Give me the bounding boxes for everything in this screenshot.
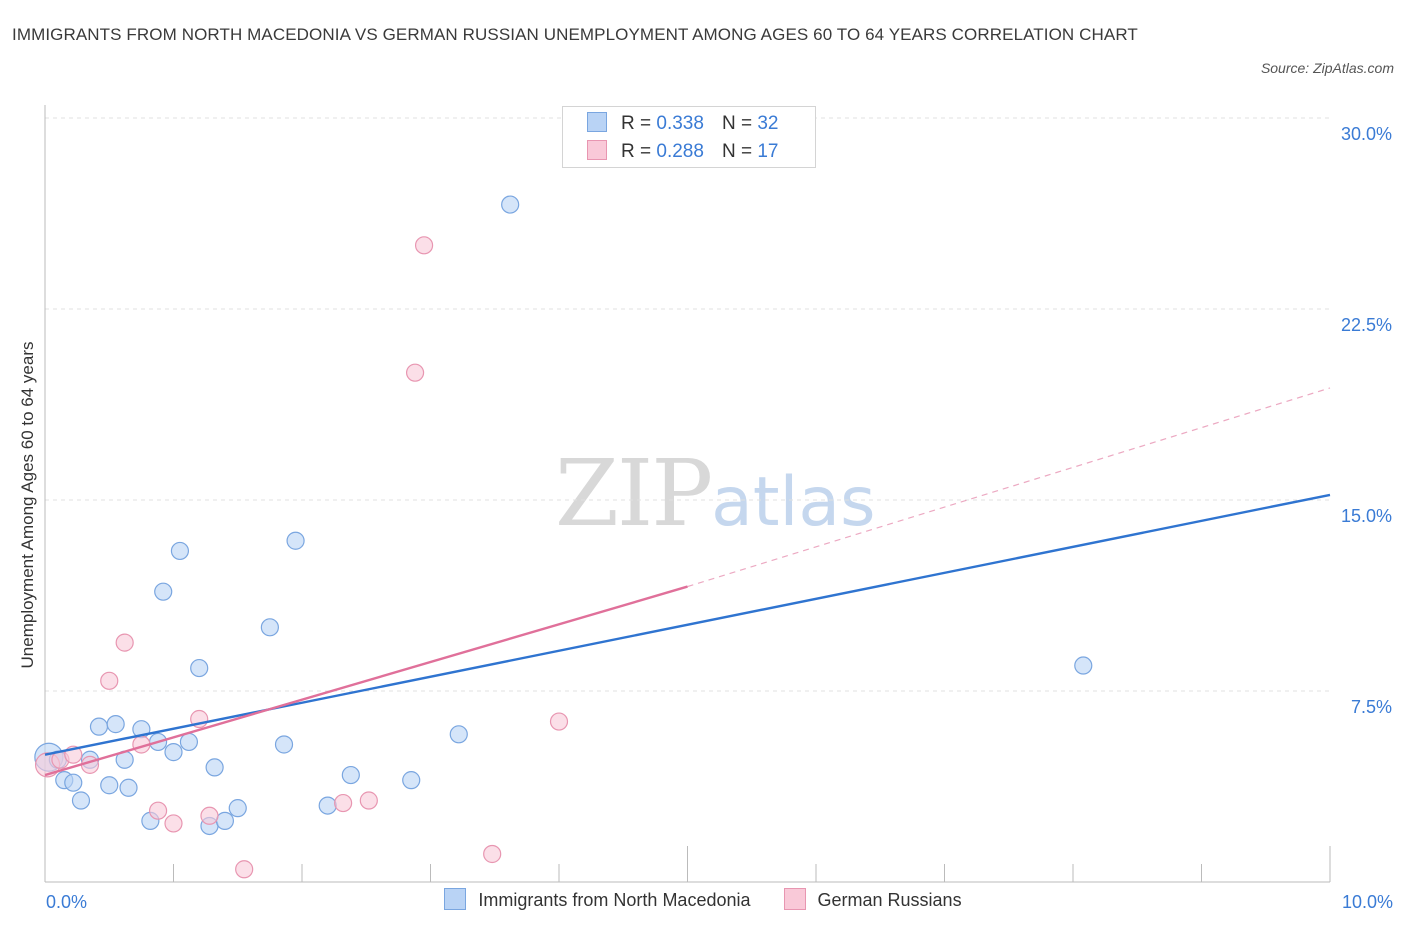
data-point [71, 791, 91, 810]
data-point [402, 771, 421, 790]
data-point [148, 801, 168, 820]
data-point [200, 806, 219, 825]
data-point [215, 811, 234, 830]
watermark: ZIPatlas [555, 440, 876, 547]
legend-n-label: N = [721, 141, 753, 162]
trend-line-blue [44, 493, 1331, 756]
data-point [260, 618, 279, 637]
data-point [190, 658, 209, 678]
watermark-atlas: atlas [711, 463, 876, 542]
series-legend: Immigrants from North Macedonia German R… [0, 888, 1406, 911]
data-point [235, 860, 254, 879]
data-point [100, 776, 119, 795]
data-point [64, 773, 83, 792]
legend-row-blue: R = 0.338 N = 32 [587, 112, 778, 136]
legend-r-label: R = [621, 113, 652, 134]
data-point [501, 195, 520, 214]
data-point [341, 765, 360, 785]
data-point [286, 531, 305, 550]
y-tick-label: 15.0% [1341, 506, 1392, 526]
legend-n-label: N = [721, 113, 753, 134]
data-point [154, 582, 173, 601]
x-tick-label: 0.0% [46, 892, 87, 912]
legend-swatch-pink [783, 888, 806, 910]
y-tick-label: 30.0% [1341, 124, 1392, 144]
legend-r-label: R = [621, 141, 652, 162]
y-axis-title: Unemployment Among Ages 60 to 64 years [18, 341, 37, 669]
legend-label: Immigrants from North Macedonia [478, 890, 751, 910]
series-blue [34, 195, 1093, 836]
data-point [405, 363, 425, 382]
data-point [100, 671, 119, 690]
data-point [274, 735, 294, 754]
data-point [106, 715, 125, 734]
legend-swatch-pink [587, 140, 607, 160]
legend-r-value: 0.338 [656, 113, 704, 134]
data-point [205, 758, 224, 777]
legend-n-value: 17 [757, 141, 779, 162]
y-tick-label: 22.5% [1341, 315, 1392, 335]
watermark-zip: ZIP [555, 440, 713, 547]
data-point [170, 541, 190, 561]
data-point [549, 712, 569, 731]
data-point [414, 236, 434, 255]
data-point [318, 796, 337, 815]
data-point [179, 732, 199, 752]
correlation-legend: R = 0.338 N = 32 R = 0.288 N = 17 [562, 106, 816, 168]
legend-label: German Russians [817, 890, 962, 910]
data-point [89, 717, 109, 736]
trend-line-extension-pink [687, 387, 1331, 588]
legend-r-value: 0.288 [656, 141, 704, 162]
data-point [164, 814, 183, 833]
series-pink [34, 236, 569, 879]
data-point [115, 633, 134, 652]
legend-item-north-macedonia: Immigrants from North Macedonia [444, 888, 751, 911]
data-point [119, 778, 138, 797]
legend-row-pink: R = 0.288 N = 17 [587, 140, 778, 164]
legend-swatch-blue [444, 888, 467, 910]
legend-n-value: 32 [757, 113, 779, 134]
data-point [228, 799, 247, 818]
data-point [483, 844, 502, 864]
data-point [359, 791, 378, 810]
data-point [1074, 656, 1093, 675]
trend-line-pink [44, 585, 688, 777]
data-point [449, 725, 468, 744]
y-tick-label: 7.5% [1351, 697, 1392, 717]
x-tick-label: 10.0% [1342, 892, 1393, 912]
chart-title: IMMIGRANTS FROM NORTH MACEDONIA VS GERMA… [12, 25, 1138, 44]
data-point [334, 793, 353, 813]
legend-swatch-blue [587, 112, 607, 132]
source-label: Source: ZipAtlas.com [1260, 60, 1394, 76]
data-point [164, 743, 183, 762]
legend-item-german-russians: German Russians [783, 888, 962, 911]
